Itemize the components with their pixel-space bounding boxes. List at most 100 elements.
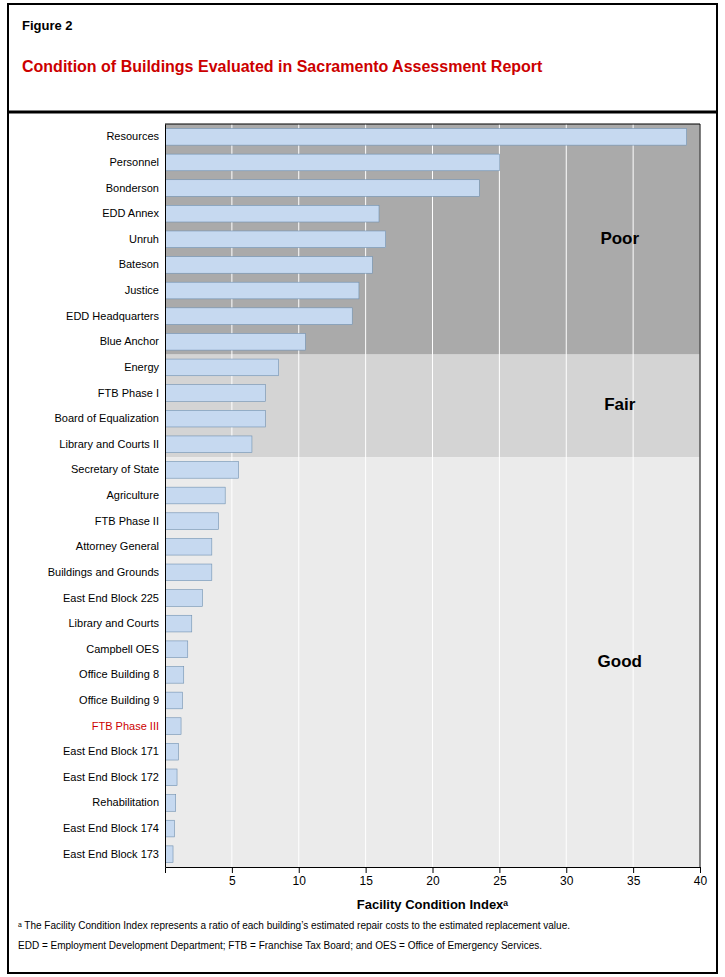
border	[8, 4, 717, 973]
tick-label: Personnel	[109, 156, 159, 168]
tick-label: 5	[229, 874, 236, 888]
subtitle: Figure 2	[22, 18, 73, 33]
marks	[165, 124, 700, 867]
tick-label: Office Building 9	[79, 694, 159, 706]
tick-label: Resources	[106, 130, 159, 142]
zone-label: Fair	[604, 395, 636, 414]
bar	[165, 128, 687, 145]
tick: EDD Annex	[102, 207, 165, 219]
tick: Library and Courts II	[59, 438, 165, 450]
tick: FTB Phase II	[95, 515, 165, 527]
tick-label: East End Block 172	[63, 771, 159, 783]
tick-label: 35	[627, 874, 641, 888]
tick: Secretary of State	[71, 463, 165, 475]
tick: Unruh	[129, 233, 165, 245]
bar	[165, 590, 202, 607]
tick: East End Block 171	[63, 745, 165, 757]
tick-label: FTB Phase III	[92, 720, 159, 732]
tick: 30	[560, 867, 574, 888]
chart: Figure 2Condition of Buildings Evaluated…	[0, 0, 725, 977]
tick-label: Unruh	[129, 233, 159, 245]
bar	[165, 769, 177, 786]
tick: Resources	[106, 130, 165, 142]
tick-mark	[566, 867, 567, 873]
bar	[165, 436, 252, 453]
bar	[165, 282, 359, 299]
tick: FTB Phase I	[98, 387, 165, 399]
tick-label: Attorney General	[76, 540, 159, 552]
tick: Energy	[124, 361, 165, 373]
bar	[165, 410, 265, 427]
tick-mark	[499, 867, 500, 873]
tick-label: 10	[293, 874, 307, 888]
tick-mark	[299, 867, 300, 873]
x-label: Facility Condition Indexᵃ	[357, 897, 509, 912]
separator	[8, 111, 717, 114]
tick-label: 15	[359, 874, 373, 888]
tick-label: Library and Courts II	[59, 438, 159, 450]
bar	[165, 846, 173, 863]
tick: FTB Phase III	[92, 720, 165, 732]
tick-label: East End Block 174	[63, 822, 159, 834]
tick-label: Secretary of State	[71, 463, 159, 475]
tick: 40	[694, 867, 708, 888]
tick: EDD Headquarters	[66, 310, 165, 322]
tick: 5	[229, 867, 236, 888]
tick: 20	[426, 867, 440, 888]
tick: East End Block 225	[63, 592, 165, 604]
tick-mark	[366, 867, 367, 873]
bar	[165, 462, 239, 479]
bar	[165, 257, 372, 274]
tick-label: Office Building 8	[79, 668, 159, 680]
tick-label: 40	[694, 874, 708, 888]
tick-label: Campbell OES	[86, 643, 159, 655]
tick-label: Agriculture	[106, 489, 159, 501]
tick-label: EDD Annex	[102, 207, 159, 219]
bar	[165, 154, 499, 171]
tick: Justice	[125, 284, 165, 296]
bar	[165, 205, 379, 222]
tick: East End Block 174	[63, 822, 165, 834]
tick-label: EDD Headquarters	[66, 310, 159, 322]
bar	[165, 538, 212, 555]
footnote: ᵃ The Facility Condition Index represent…	[18, 920, 570, 931]
frame	[700, 124, 701, 867]
bar	[165, 564, 212, 581]
bar	[165, 820, 174, 837]
tick: Bonderson	[106, 182, 165, 194]
tick: Campbell OES	[86, 643, 165, 655]
tick-label: Justice	[125, 284, 159, 296]
tick: East End Block 173	[63, 848, 165, 860]
tick-label: East End Block 173	[63, 848, 159, 860]
tick: Blue Anchor	[100, 335, 165, 347]
tick-label: East End Block 171	[63, 745, 159, 757]
bar	[165, 718, 181, 735]
bar	[165, 615, 192, 632]
tick-label: Rehabilitation	[92, 796, 159, 808]
bar	[165, 667, 184, 684]
tick: 10	[293, 867, 307, 888]
tick: Board of Equalization	[54, 412, 165, 424]
tick: 25	[493, 867, 507, 888]
tick-label: Library and Courts	[69, 617, 160, 629]
tick: Library and Courts	[69, 617, 166, 629]
tick: Office Building 8	[79, 668, 165, 680]
zone-label: Poor	[600, 229, 639, 248]
tick-mark	[433, 867, 434, 873]
tick: Rehabilitation	[92, 796, 165, 808]
tick: Office Building 9	[79, 694, 165, 706]
tick-mark	[700, 867, 701, 873]
bar	[165, 641, 188, 658]
tick-mark	[232, 867, 233, 873]
tick-label: East End Block 225	[63, 592, 159, 604]
grid-line	[700, 124, 701, 867]
tick-label: Buildings and Grounds	[48, 566, 160, 578]
tick: 35	[627, 867, 641, 888]
tick: Agriculture	[106, 489, 165, 501]
grid-line	[499, 124, 500, 867]
bar	[165, 180, 479, 197]
bar	[165, 692, 182, 709]
tick-label: 20	[426, 874, 440, 888]
tick: Attorney General	[76, 540, 165, 552]
bar	[165, 487, 225, 504]
